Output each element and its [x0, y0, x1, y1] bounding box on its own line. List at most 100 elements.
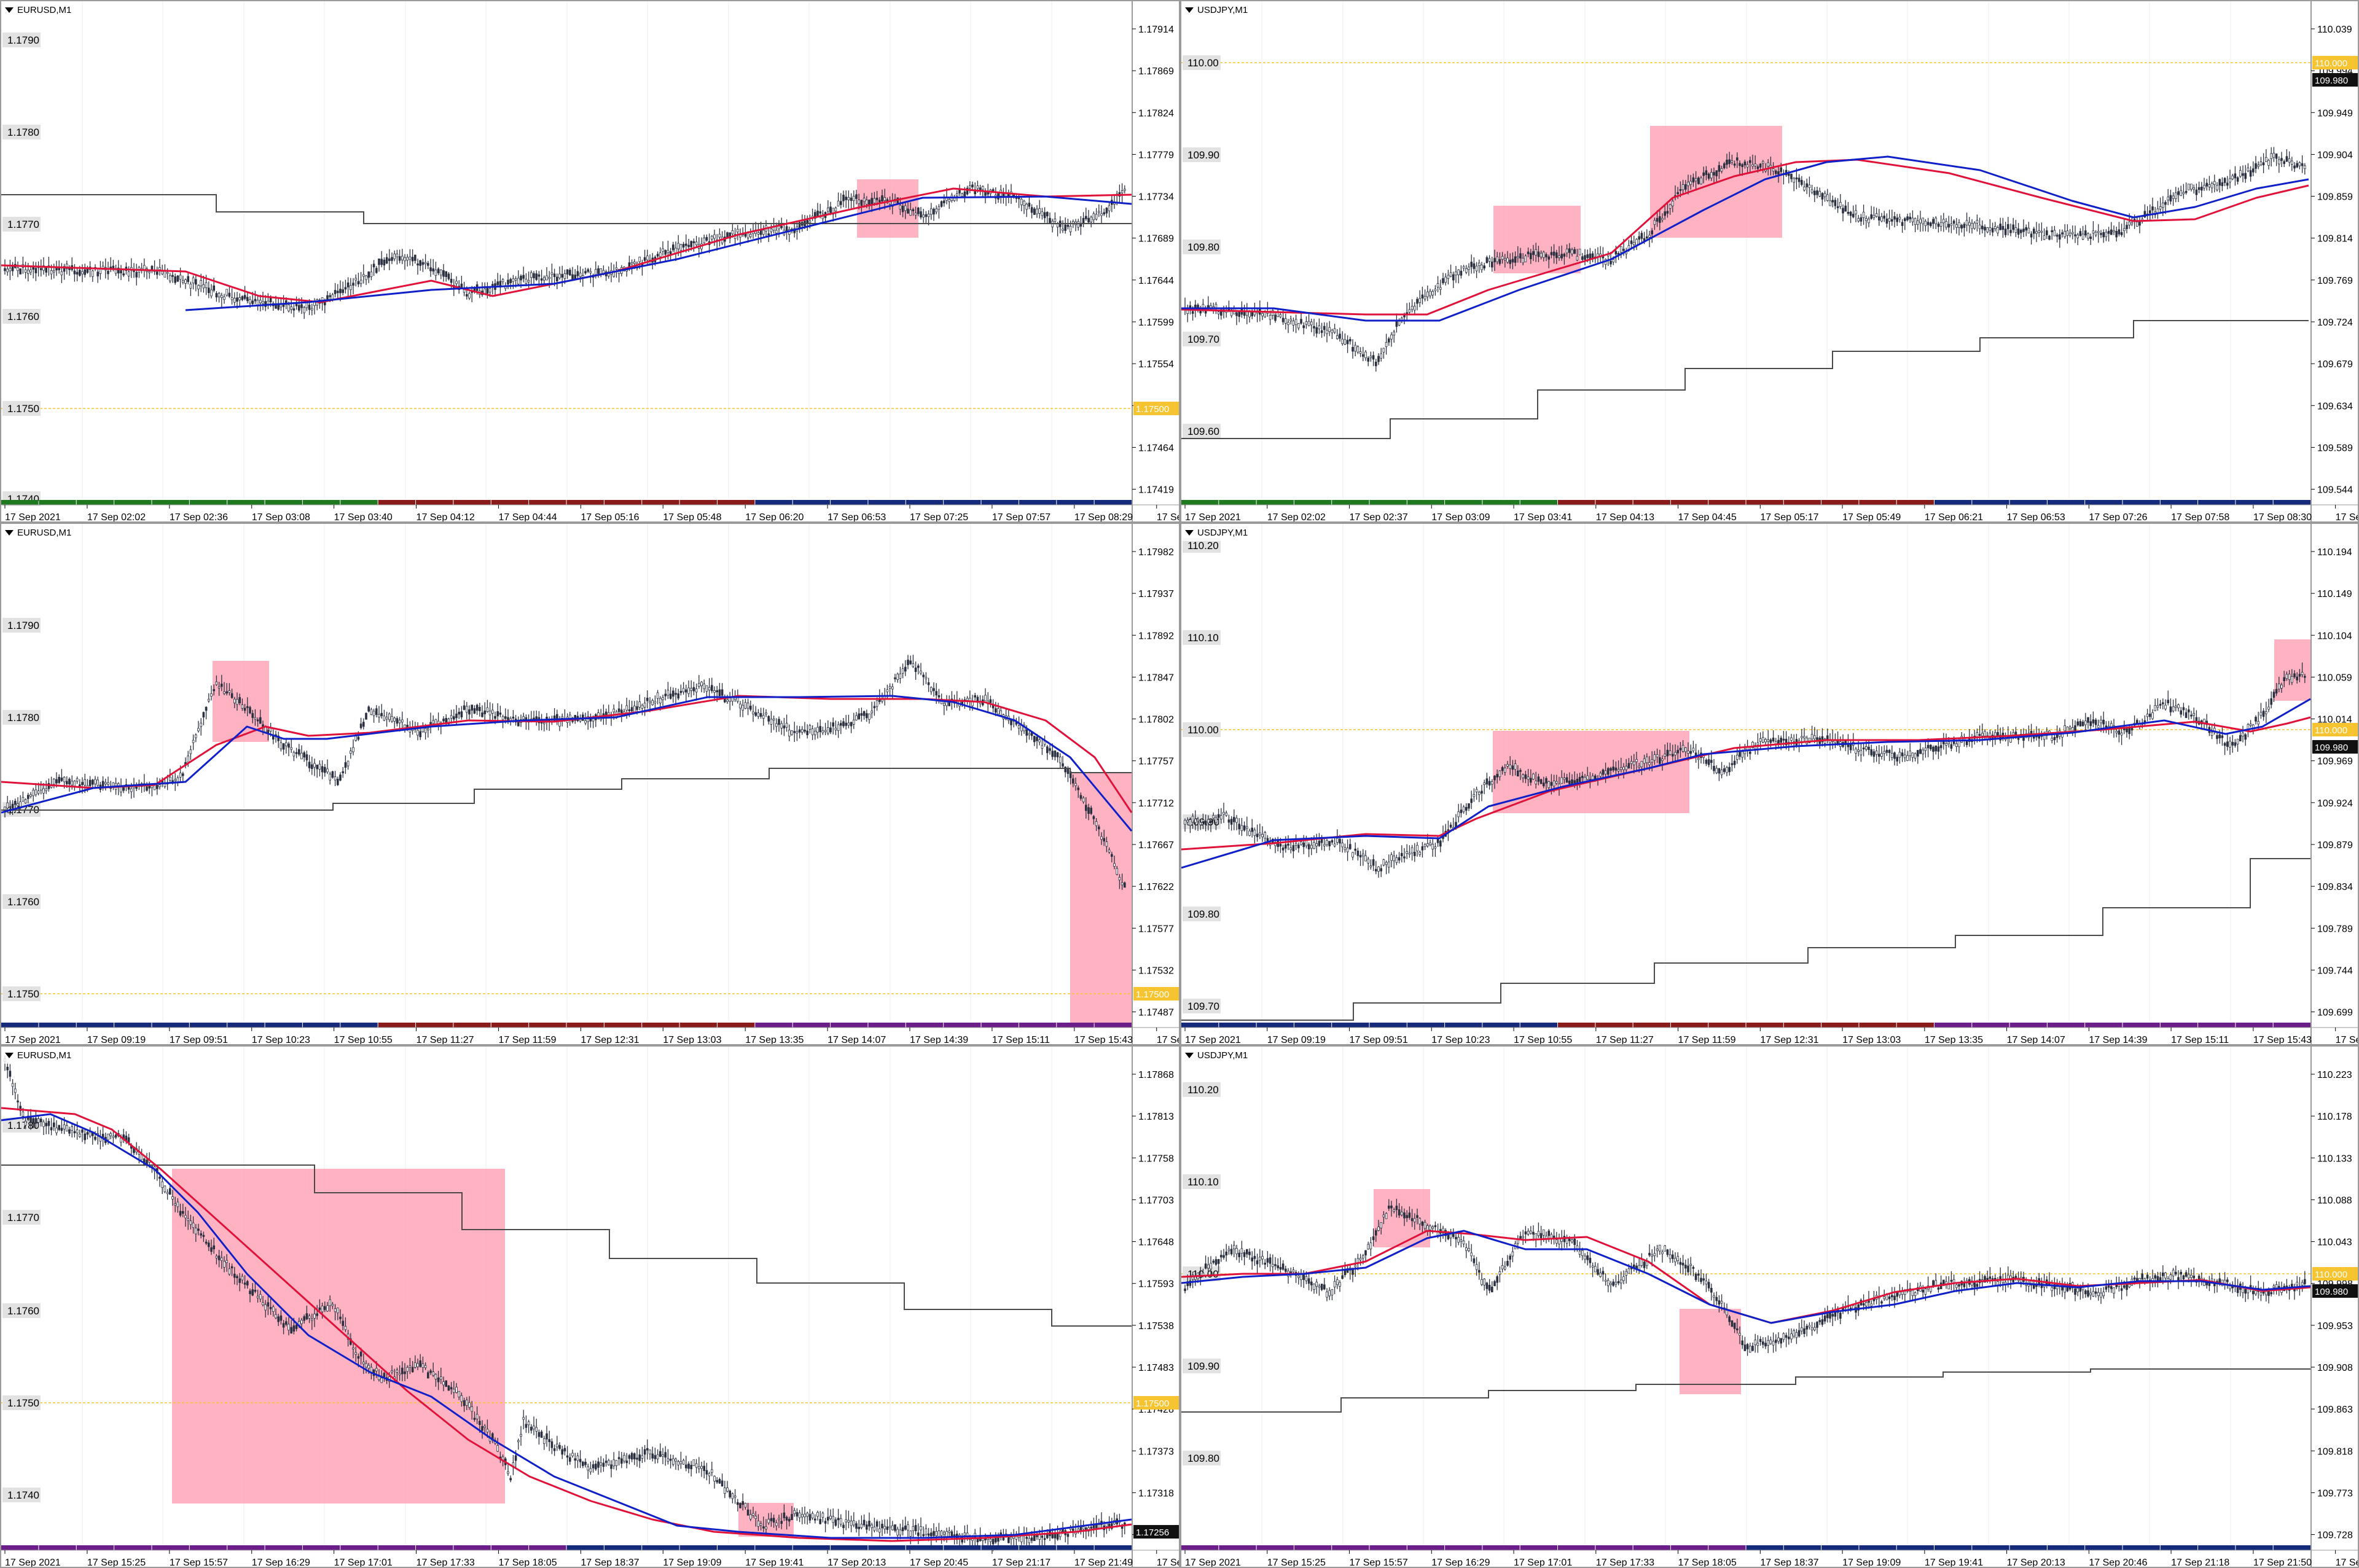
- candle-body: [127, 271, 130, 276]
- time-tick-label: 17 Sep 13:03: [1842, 1035, 1901, 1045]
- candle-body: [135, 271, 138, 278]
- candle-body: [1473, 794, 1476, 797]
- candle-body: [194, 735, 197, 738]
- candle-body: [1504, 258, 1506, 260]
- candle-body: [1932, 746, 1935, 752]
- chart-pane-usdjpy-3[interactable]: 110.20110.10110.00109.90109.80110.223110…: [1180, 1045, 2359, 1568]
- candle-body: [858, 200, 861, 205]
- candle-body: [1025, 1537, 1028, 1539]
- time-tick-label: 17 Sep 04:12: [417, 512, 475, 523]
- time-tick-label: 17 Sep 15:11: [992, 1035, 1050, 1045]
- candle-body: [367, 271, 370, 278]
- candle-body: [610, 1464, 612, 1469]
- candle-body: [1700, 177, 1702, 185]
- candle-body: [2074, 234, 2076, 236]
- candle-body: [1989, 227, 1992, 231]
- chart-pane-usdjpy-1[interactable]: 110.00 109.90 109.80 109.70 109.60 110.039 109…: [1180, 0, 2359, 523]
- candle-body: [2079, 231, 2082, 236]
- candle-body: [24, 1120, 27, 1126]
- candle-body: [904, 666, 907, 672]
- collapse-triangle-icon[interactable]: [1185, 7, 1194, 13]
- candle-body: [752, 1513, 754, 1516]
- time-tick-label: 17 Sep 19:09: [663, 1558, 721, 1568]
- candle-body: [716, 1480, 719, 1483]
- chart-pane-eurusd-2[interactable]: 1.1790 1.1780 1.1770 1.1760 1.1750 1.17982 1.1…: [0, 523, 1180, 1045]
- candle-body: [192, 739, 195, 743]
- session-segment: [944, 1545, 981, 1550]
- candle-body: [1393, 332, 1395, 335]
- candle-body: [726, 700, 729, 702]
- candle-body: [630, 707, 633, 712]
- candle-body: [533, 273, 535, 278]
- time-tick-label: 17 Sep 20:13: [827, 1558, 886, 1568]
- candle-body: [440, 1376, 442, 1380]
- candle-body: [251, 300, 254, 304]
- candle-body: [339, 289, 342, 294]
- candle-body: [1759, 738, 1762, 742]
- candle-body: [963, 1532, 966, 1536]
- candle-body: [1439, 287, 1442, 290]
- candle-body: [380, 712, 383, 716]
- collapse-triangle-icon[interactable]: [5, 1052, 14, 1058]
- candle-body: [855, 194, 858, 199]
- candle-body: [765, 712, 767, 715]
- candle-body: [1248, 830, 1251, 836]
- candle-body: [504, 716, 507, 719]
- price-badge: [2312, 56, 2358, 69]
- candle-body: [1997, 227, 1999, 233]
- candle-body: [1436, 838, 1439, 843]
- candle-body: [210, 289, 213, 297]
- highlight-zone: [857, 179, 918, 238]
- candle-body: [383, 716, 386, 721]
- candle-body: [1408, 852, 1411, 855]
- chart-pane-eurusd-1[interactable]: 1.1790 1.1780 1.1770 1.1760 1.1750 1.1740 1.17…: [0, 0, 1180, 523]
- candle-body: [391, 257, 393, 261]
- candle-body: [1442, 278, 1444, 284]
- candle-body: [1333, 328, 1336, 333]
- candle-body: [2056, 235, 2059, 237]
- candle-body: [589, 718, 592, 722]
- candle-body: [2291, 160, 2293, 165]
- candle-body: [2068, 233, 2071, 236]
- candle-body: [1756, 166, 1759, 170]
- level-label-box: [1183, 630, 1221, 645]
- collapse-triangle-icon[interactable]: [1185, 529, 1194, 536]
- candle-body: [238, 1278, 241, 1283]
- session-segment: [1094, 1023, 1132, 1028]
- chart-pane-usdjpy-2[interactable]: 110.20110.10110.00109.90109.80109.70110.…: [1180, 523, 2359, 1045]
- level-label-box: [2, 217, 41, 232]
- candle-body: [1356, 346, 1359, 353]
- candle-body: [241, 1276, 244, 1281]
- candle-body: [14, 800, 17, 805]
- candle-body: [597, 268, 600, 274]
- candle-body: [595, 269, 597, 275]
- candle-body: [976, 1539, 979, 1542]
- level-label-box: [1183, 1359, 1221, 1373]
- candle-body: [1418, 298, 1421, 303]
- candle-body: [1821, 193, 1824, 200]
- candle-body: [1947, 741, 1950, 744]
- candle-body: [1803, 736, 1805, 738]
- candle-body: [339, 774, 342, 781]
- level-label-box: [1183, 722, 1221, 737]
- candle-body: [922, 1534, 925, 1537]
- candle-body: [726, 232, 729, 238]
- candle-body: [798, 1512, 801, 1518]
- candle-body: [445, 271, 447, 277]
- collapse-triangle-icon[interactable]: [5, 529, 14, 536]
- chart-pane-eurusd-3[interactable]: 1.17801.17701.17601.17501.17401.17301.17…: [0, 1045, 1180, 1568]
- candle-body: [2094, 719, 2097, 725]
- candle-body: [656, 254, 659, 257]
- candle-body: [84, 779, 87, 786]
- candle-body: [1661, 759, 1664, 761]
- candle-body: [42, 788, 45, 794]
- candle-body: [2102, 719, 2105, 725]
- candle-body: [243, 708, 246, 711]
- candle-body: [66, 263, 68, 270]
- session-segment: [2122, 500, 2160, 505]
- candle-body: [550, 272, 554, 275]
- candle-body: [1033, 208, 1036, 215]
- collapse-triangle-icon[interactable]: [5, 7, 14, 13]
- candle-body: [2068, 727, 2071, 729]
- candle-body: [1834, 200, 1837, 206]
